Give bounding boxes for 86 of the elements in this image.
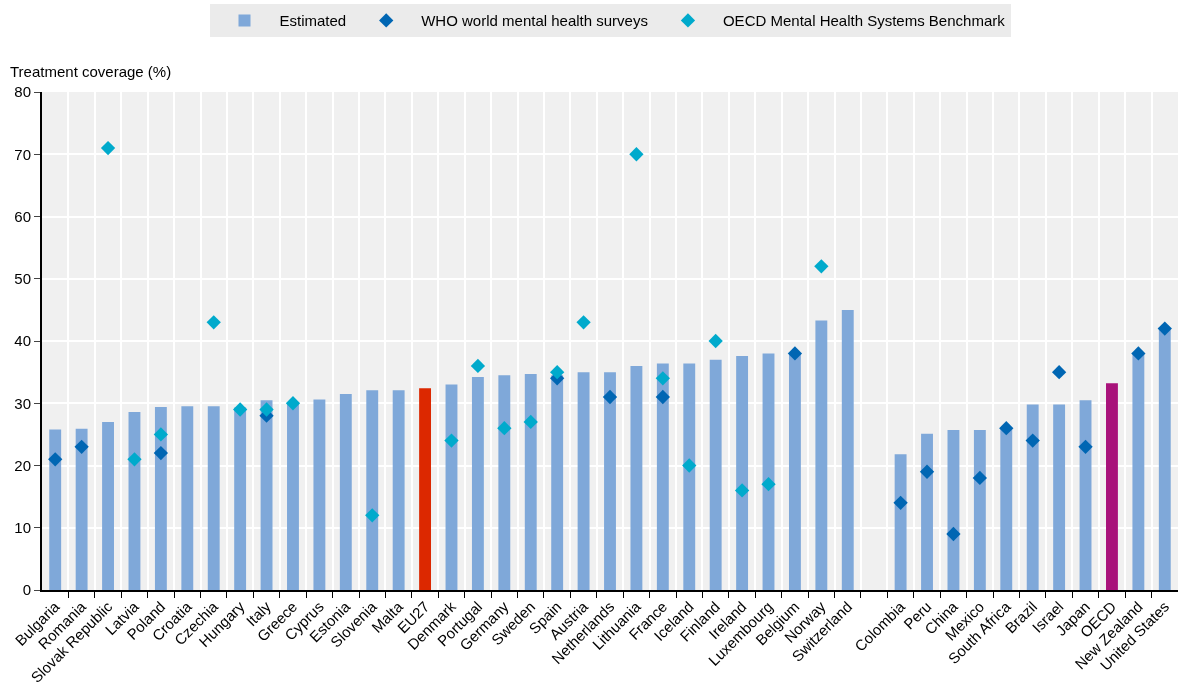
point [999,421,1014,436]
bar [260,400,273,590]
bar [1026,404,1039,590]
point [708,333,723,349]
bar [524,373,537,590]
point [153,445,169,461]
bar [604,372,616,590]
bar [788,353,801,590]
y-tick-label: 40 [14,332,31,350]
bar [577,372,590,590]
bar [841,309,854,590]
point [946,526,961,542]
y-tick-label: 80 [14,83,31,101]
bar [815,320,828,590]
point [1025,433,1040,448]
point [206,315,221,330]
legend-label: OECD Mental Health Systems Benchmark [722,12,1006,30]
y-tick-label: 10 [14,519,31,536]
bar [630,365,643,590]
point [470,358,486,374]
bar [1000,428,1013,590]
y-tick-label: 20 [14,456,31,474]
point [285,396,301,411]
point [655,389,670,405]
legend-label: Estimated [279,12,347,30]
point [74,439,89,454]
point [787,346,803,361]
bar [498,375,511,590]
y-tick-label: 30 [14,394,31,412]
bar [181,406,194,590]
point [576,315,591,330]
bar [1106,383,1118,590]
point [1157,321,1172,336]
point [919,464,935,479]
bar [551,375,564,590]
y-tick-label: 70 [14,145,31,163]
point [734,483,750,498]
point [259,402,274,417]
point [893,495,908,510]
point [1078,439,1093,454]
bar [392,390,405,590]
bar [894,454,907,590]
point [1051,364,1067,380]
point [761,477,776,492]
point [232,402,248,417]
bar [366,390,379,590]
legend-label: WHO world mental health surveys [421,12,648,30]
point [682,458,697,473]
point [444,433,459,448]
bar [683,363,696,590]
point [153,427,169,442]
point [127,452,142,467]
point [814,259,829,274]
y-tick-label: 60 [14,207,31,225]
y-tick-label: 0 [22,581,31,599]
bar [339,393,352,590]
point [972,470,988,486]
bar [49,429,62,590]
bar [102,421,114,590]
point [629,147,644,162]
bar [973,430,986,590]
bar [154,406,167,590]
point [523,414,538,430]
bar [419,388,432,590]
y-axis-title: Treatment coverage (%) [10,63,172,80]
bar [1053,404,1066,590]
point [1131,346,1146,361]
bar [287,403,299,590]
point [48,452,63,467]
bar [1132,353,1145,590]
point [497,421,512,436]
bar [736,355,749,590]
bar [207,406,220,590]
bar [709,359,722,590]
bar [921,433,933,590]
bar [656,363,669,590]
point [655,371,670,386]
bar [471,377,484,590]
bar [1158,328,1171,590]
point [550,364,565,380]
point [100,140,116,156]
y-tick-label: 50 [14,270,31,287]
point [602,389,618,405]
bar [313,399,326,590]
bar [75,428,88,590]
point [365,508,380,523]
